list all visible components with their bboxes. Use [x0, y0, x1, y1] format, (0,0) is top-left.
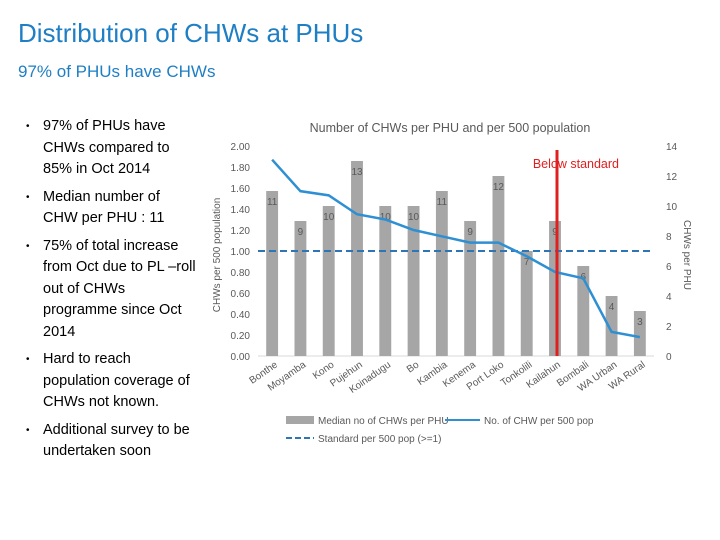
right-tick-label: 6: [666, 262, 672, 273]
bullet-text: 97% of PHUs have CHWs compared to 85% in…: [43, 118, 170, 177]
legend-label-line: No. of CHW per 500 pop: [484, 416, 594, 427]
plot-area: 0.00 0.20 0.40 0.60 0.80 1.00 1.20 1.40 1.60 1.80…: [231, 142, 678, 396]
bar-data-label: 13: [351, 167, 363, 178]
below-standard-label: Below standard: [533, 157, 619, 171]
left-tick-label: 0.60: [231, 289, 251, 300]
left-tick-label: 0.80: [231, 268, 251, 279]
bar: [633, 311, 646, 356]
bar-data-label: 9: [552, 227, 558, 238]
left-tick-label: 0.40: [231, 310, 251, 321]
chart-legend: Median no of CHWs per PHU No. of CHW per…: [286, 416, 594, 445]
bar-data-label: 10: [408, 212, 420, 223]
bullet-item: • Median number of CHW per PHU : 11: [26, 187, 198, 230]
right-tick-label: 2: [666, 322, 672, 333]
bullet-text: Additional survey to be undertaken soon: [43, 421, 190, 460]
bullet-dot-icon: •: [26, 424, 30, 436]
left-tick-label: 1.40: [231, 205, 251, 216]
bar: [351, 161, 363, 356]
bullet-text: Median number of CHW per PHU : 11: [43, 188, 165, 227]
right-tick-label: 4: [666, 292, 672, 303]
bar: [379, 206, 392, 356]
bar-data-label: 4: [609, 302, 615, 313]
bullet-dot-icon: •: [26, 121, 30, 132]
left-axis-label: CHWs per 500 population: [212, 198, 223, 313]
right-tick-label: 14: [666, 142, 678, 153]
bar: [492, 176, 505, 356]
bar-data-label: 10: [323, 212, 335, 223]
bar-data-label: 10: [380, 212, 392, 223]
bar: [322, 206, 335, 356]
bar-data-label: 11: [267, 197, 278, 208]
left-tick-label: 1.20: [231, 226, 251, 237]
bar-data-label: 9: [467, 227, 473, 238]
bar: [520, 251, 533, 356]
bar: [407, 206, 420, 356]
bullet-list: • 97% of PHUs have CHWs compared to 85% i…: [26, 116, 198, 469]
bullet-dot-icon: •: [26, 191, 30, 203]
category-tick-label: Bo: [405, 359, 422, 375]
right-tick-label: 10: [666, 202, 678, 213]
bullet-item: • Additional survey to be undertaken soon: [26, 420, 198, 463]
chart-title: Number of CHWs per PHU and per 500 popul…: [310, 121, 591, 135]
left-tick-label: 1.60: [231, 184, 251, 195]
bar: [266, 191, 279, 356]
bar: [577, 266, 590, 356]
right-tick-label: 0: [666, 352, 672, 363]
chw-per-500-line: [271, 158, 641, 339]
left-tick-label: 1.00: [231, 247, 251, 258]
right-tick-label: 12: [666, 172, 678, 183]
slide-subtitle: 97% of PHUs have CHWs: [18, 62, 216, 81]
bar-data-label: 11: [437, 197, 448, 208]
left-tick-label: 0.00: [231, 352, 251, 363]
bar-data-label: 3: [637, 317, 643, 328]
bullet-dot-icon: •: [26, 354, 30, 365]
bar-data-label: 9: [298, 227, 304, 238]
right-axis-label: CHWs per PHU: [681, 220, 692, 290]
bar: [605, 296, 618, 356]
legend-swatch-bars: [286, 416, 314, 424]
right-tick-label: 8: [666, 232, 672, 243]
legend-label-standard: Standard per 500 pop (>=1): [318, 434, 441, 445]
bullet-dot-icon: •: [26, 240, 30, 252]
bullet-item: • 97% of PHUs have CHWs compared to 85% i…: [26, 116, 198, 181]
left-tick-label: 0.20: [231, 331, 251, 342]
chws-chart: Number of CHWs per PHU and per 500 popul…: [212, 121, 692, 445]
left-tick-label: 1.80: [231, 163, 251, 174]
bullet-text: 75% of total increase from Oct due to PL…: [43, 237, 196, 340]
bar: [435, 191, 448, 356]
bar-data-label: 7: [524, 257, 530, 268]
slide-title: Distribution of CHWs at PHUs: [18, 18, 364, 48]
legend-label-bars: Median no of CHWs per PHU: [318, 416, 449, 427]
bar: [464, 221, 477, 356]
bullet-text: Hard to reach population coverage of CHW…: [43, 351, 190, 410]
left-tick-label: 2.00: [231, 142, 251, 153]
bullet-item: • 75% of total increase from Oct due to P…: [26, 236, 198, 344]
bar-data-label: 12: [493, 182, 505, 193]
bar: [549, 221, 561, 356]
bar: [294, 221, 307, 356]
bullet-item: • Hard to reach population coverage of CH…: [26, 349, 198, 414]
